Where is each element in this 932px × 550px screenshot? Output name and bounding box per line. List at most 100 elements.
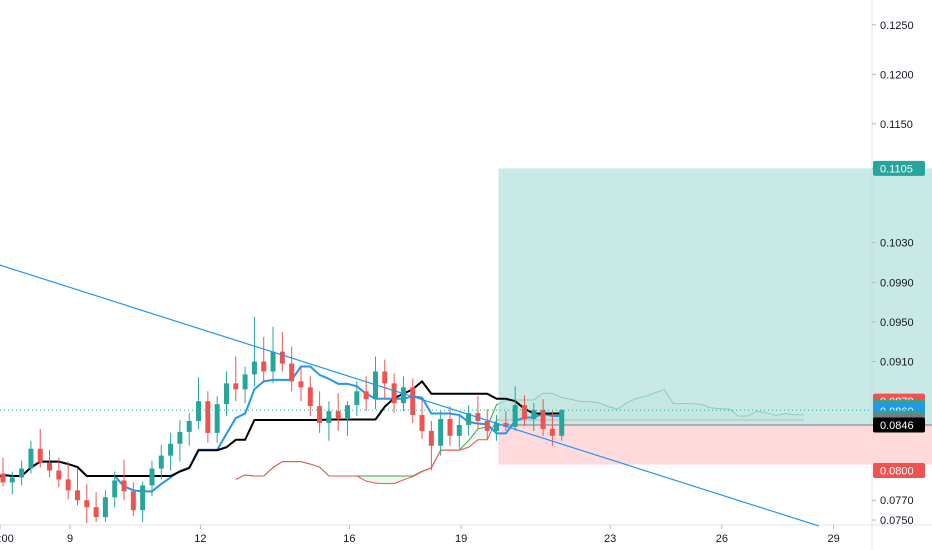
candle-body <box>223 383 229 405</box>
candle-body <box>494 422 500 431</box>
candle-body <box>47 462 53 471</box>
candle-body <box>391 383 397 404</box>
candle-body <box>19 468 25 478</box>
candle-body <box>345 405 351 420</box>
profit-zone <box>498 168 932 425</box>
candle <box>447 406 453 446</box>
candle <box>56 457 62 488</box>
candle <box>335 393 341 431</box>
candle-body <box>121 480 127 492</box>
candle-body <box>447 419 453 436</box>
time-tick-label: 26 <box>716 533 728 545</box>
price-tick-label: 0.1150 <box>880 119 913 131</box>
candle <box>531 403 537 431</box>
candle-body <box>242 374 248 390</box>
candle <box>456 415 462 449</box>
candle-body <box>56 470 62 480</box>
candle <box>196 377 202 429</box>
candle-body <box>503 422 509 427</box>
time-tick-label: 29 <box>828 533 840 545</box>
candle <box>298 366 304 402</box>
price-tick-label: 0.0910 <box>880 357 914 369</box>
candle <box>494 415 500 441</box>
candle-body <box>298 381 304 388</box>
candle <box>0 457 6 487</box>
price-tick-label: 0.0950 <box>880 317 914 329</box>
candles <box>0 316 565 524</box>
candle <box>102 490 108 523</box>
candle <box>410 378 416 423</box>
price-badge-label: 0.1105 <box>880 163 913 175</box>
candle-body <box>214 404 220 433</box>
base-line <box>0 379 562 478</box>
candle <box>121 459 127 501</box>
candle <box>65 461 71 500</box>
time-tick-label: 16 <box>343 533 355 545</box>
time-axis[interactable]: 15:009121619232629Sep15:006 <box>0 525 932 545</box>
candle-body <box>335 411 341 420</box>
candle-body <box>140 485 146 511</box>
candle <box>28 440 34 474</box>
price-badge: 0.1105 <box>873 160 925 176</box>
candle-body <box>149 468 155 486</box>
candle-body <box>540 410 546 429</box>
candle <box>186 413 192 446</box>
candle <box>233 356 239 402</box>
candle <box>419 399 425 439</box>
candle-body <box>261 361 267 372</box>
candle <box>270 326 276 384</box>
candle <box>112 471 118 508</box>
candle <box>484 409 490 439</box>
candle <box>549 411 555 446</box>
price-tick-label: 0.0770 <box>880 495 914 507</box>
trendline[interactable] <box>0 263 872 527</box>
price-tick-label: 0.0990 <box>880 277 914 289</box>
candle-body <box>168 443 174 456</box>
price-badge-bg <box>873 160 925 176</box>
candle-body <box>521 405 527 420</box>
candle <box>84 484 90 524</box>
long-position-tool[interactable] <box>498 168 932 465</box>
candle <box>74 468 80 506</box>
candle <box>326 401 332 441</box>
candle <box>242 366 248 404</box>
candle <box>391 373 397 414</box>
candle-body <box>205 401 211 433</box>
candle-body <box>196 401 202 421</box>
time-tick-label: 15:00 <box>0 533 14 545</box>
candle-body <box>37 448 43 463</box>
candle <box>559 409 565 441</box>
candle-body <box>419 415 425 431</box>
candle-body <box>531 410 537 420</box>
candle-body <box>484 420 490 431</box>
candle <box>93 492 99 523</box>
candle-body <box>466 413 472 425</box>
candle <box>177 420 183 462</box>
candle-body <box>112 480 118 498</box>
candle-body <box>74 490 80 501</box>
candle <box>205 391 211 443</box>
candle-body <box>9 477 15 483</box>
price-badge: 0.0846 <box>873 417 925 433</box>
candle-body <box>130 491 136 511</box>
candle-body <box>363 391 369 400</box>
candle <box>9 471 15 495</box>
price-badge-bg <box>873 463 925 479</box>
price-badge-label: 0.0800 <box>880 466 914 478</box>
candle-body <box>549 428 555 436</box>
candle-body <box>102 497 108 518</box>
candle-body <box>28 448 34 469</box>
candle <box>168 432 174 471</box>
candle <box>47 449 53 478</box>
candle <box>438 411 444 456</box>
candle-body <box>438 419 444 446</box>
candle <box>251 316 257 387</box>
price-badge-bg <box>873 417 925 433</box>
candle-body <box>307 387 313 407</box>
candle-body <box>0 473 6 483</box>
candle <box>382 359 388 400</box>
candle-body <box>270 351 276 372</box>
candle <box>428 420 434 471</box>
loss-zone <box>498 424 932 465</box>
